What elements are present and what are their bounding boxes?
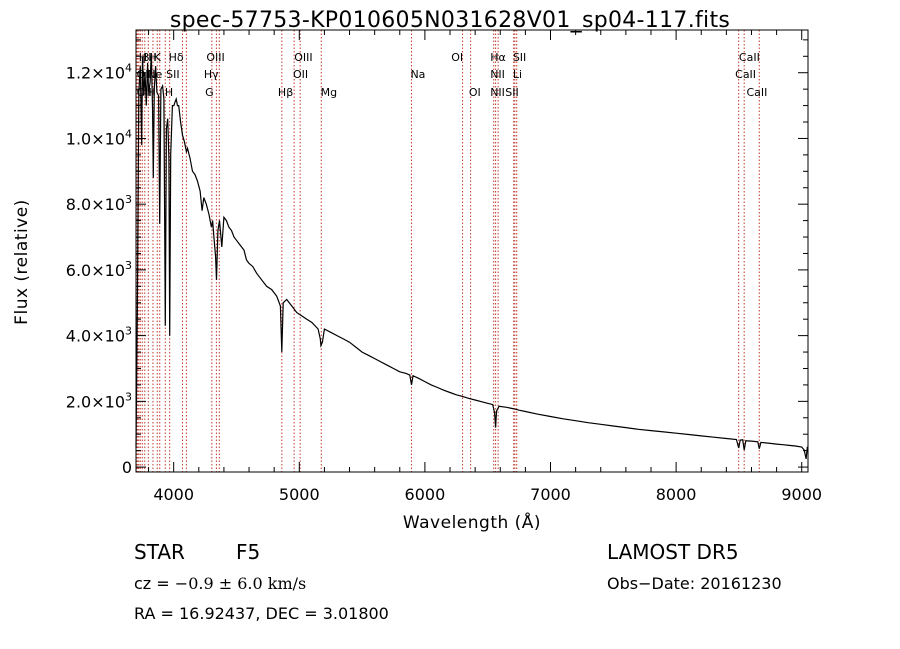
line-label: Hγ [204, 68, 219, 81]
y-tick-label: 1.0×104 [66, 127, 132, 148]
chart-title: spec-57753-KP010605N031628V01_sp04-117.f… [169, 8, 731, 33]
x-axis: 4000 5000 6000 7000 8000 9000 [148, 30, 822, 504]
subclass: F5 [236, 540, 261, 564]
line-label: β [143, 51, 150, 64]
y-tick-label: 6.0×103 [66, 259, 132, 280]
survey-name: LAMOST DR5 [607, 540, 739, 564]
line-label: Li [513, 68, 522, 81]
line-label: NII [490, 68, 505, 81]
coordinates: RA = 16.92437, DEC = 3.01800 [134, 604, 389, 623]
emission-line-markers [136, 30, 760, 472]
line-label: NII [490, 86, 505, 99]
line-label: OIII [294, 51, 312, 64]
line-label: SII [513, 51, 526, 64]
y-tick-label: 0 [122, 458, 132, 477]
object-class: STAR [134, 540, 185, 564]
y-axis: 0 2.0×103 4.0×103 6.0×103 8.0×103 1.0×104 1.2×… [66, 39, 808, 477]
x-tick-label: 5000 [279, 485, 320, 504]
x-tick-label: 4000 [153, 485, 194, 504]
line-label: Hδ [169, 51, 184, 64]
line-label: Mg [321, 86, 337, 99]
x-tick-label: 6000 [405, 485, 446, 504]
obs-date: Obs−Date: 20161230 [607, 574, 782, 593]
line-label: H [148, 51, 156, 64]
spectrum-series-line [135, 52, 808, 460]
y-tick-label: 2.0×103 [66, 390, 132, 411]
line-label: OI [469, 86, 481, 99]
y-tick-label: 1.2×104 [66, 62, 132, 83]
line-label: OIII [206, 51, 224, 64]
x-tick-label: 7000 [530, 485, 571, 504]
plot-frame [135, 29, 809, 473]
line-label: Hα [490, 51, 506, 64]
redshift-value: −0.9 ± 6.0 km/s [174, 574, 307, 593]
line-label: Na [410, 68, 425, 81]
redshift-readout: cz = −0.9 ± 6.0 km/s [134, 574, 306, 593]
x-tick-label: 9000 [781, 485, 822, 504]
line-label: OI [451, 51, 463, 64]
line-label: H [165, 86, 173, 99]
line-label: SII [505, 86, 518, 99]
line-label: K [154, 51, 162, 64]
line-label: SII [166, 68, 179, 81]
line-label: OII [293, 68, 308, 81]
y-tick-label: 8.0×103 [66, 193, 132, 214]
line-label: CaII [746, 86, 767, 99]
line-label: G [205, 86, 214, 99]
y-axis-label: Flux (relative) [12, 199, 32, 325]
redshift-prefix: cz = [134, 574, 175, 593]
x-tick-label: 8000 [656, 485, 697, 504]
x-axis-label: Wavelength (Å) [403, 511, 541, 533]
line-label: CaII [739, 51, 760, 64]
y-tick-label: 4.0×103 [66, 325, 132, 346]
line-label: CaII [735, 68, 756, 81]
line-label: H [147, 86, 155, 99]
line-label: Hβ [278, 86, 293, 99]
